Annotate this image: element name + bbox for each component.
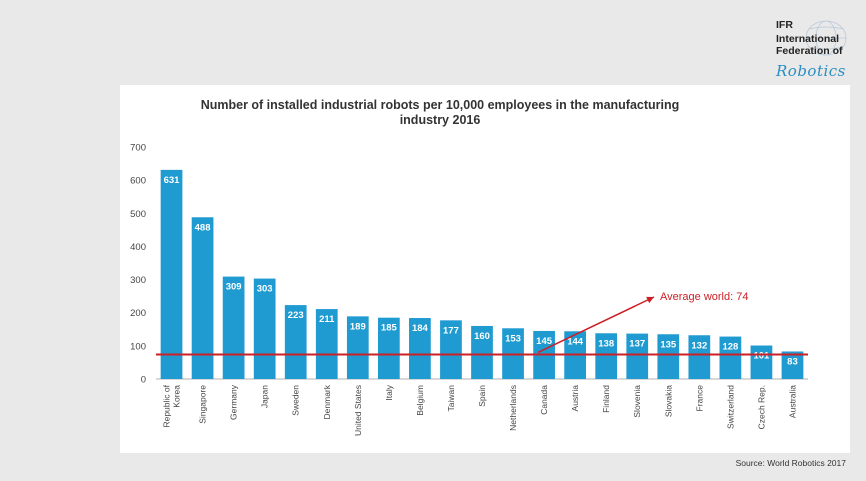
category-label: Sweden [291,385,301,416]
bar [626,333,649,379]
category-label: Czech Rep. [756,385,766,429]
category-label: Slovenia [632,385,642,418]
y-tick-label: 700 [130,143,146,154]
category-label: United States [353,385,363,436]
category-label: Germany [229,384,239,420]
category-label: Finland [601,385,611,413]
logo-ifr-text: IFR [776,19,793,31]
category-label: Netherlands [508,385,518,431]
bar [781,351,804,379]
bar-value-label: 631 [164,175,181,186]
y-tick-label: 300 [130,275,146,286]
bar-value-label: 185 [381,323,398,334]
y-tick-label: 500 [130,209,146,220]
annotation-arrow-line [537,296,655,354]
bar-value-label: 309 [226,282,242,293]
category-label: Canada [539,385,549,415]
category-label: Korea [172,385,182,408]
chart-title-line: industry 2016 [400,113,481,127]
robot-density-bar-chart: Number of installed industrial robots pe… [130,98,808,436]
y-tick-label: 400 [130,242,146,253]
category-label: Switzerland [725,385,735,429]
bar-value-label: 83 [787,356,798,367]
bar-value-label: 223 [288,310,304,321]
y-tick-label: 0 [141,375,146,386]
bar-value-label: 128 [722,342,738,353]
bar-value-label: 135 [660,339,677,350]
logo-international-text: International [776,33,840,45]
bar [315,309,338,379]
bar [160,169,183,379]
bar-value-label: 303 [257,284,273,295]
globe-icon [805,20,847,56]
category-label: Italy [384,384,394,400]
bar-value-label: 488 [195,222,211,233]
bar [409,318,431,379]
category-label: Denmark [322,384,332,419]
category-label: Spain [477,385,487,407]
category-label: Austria [570,385,580,412]
category-label: France [694,385,704,412]
y-tick-label: 200 [130,308,146,319]
category-label: Republic of [162,384,172,427]
bar-value-label: 211 [319,314,335,325]
logo-robotics-text: Robotics [776,62,846,80]
bar-value-label: 101 [753,351,770,362]
chart-panel: Number of installed industrial robots pe… [120,85,850,453]
logo-federation-text: Federation of [776,45,843,57]
category-label: Taiwan [446,385,456,412]
bar-value-label: 132 [691,340,707,351]
bar [440,320,462,379]
bar [284,305,307,379]
bar-value-label: 138 [598,338,614,349]
bar-value-label: 189 [350,321,366,332]
bar [346,316,369,379]
bar-value-label: 144 [567,336,584,347]
bar-value-label: 153 [505,333,521,344]
bar [471,325,493,379]
category-label: Belgium [415,385,425,416]
bar [191,217,214,379]
average-world-annotation: Average world: 74 [660,291,748,303]
y-tick-label: 600 [130,176,146,187]
bar-value-label: 145 [536,336,553,347]
bar [377,317,400,379]
bar [595,333,618,379]
source-note: Source: World Robotics 2017 [735,458,846,468]
bar-value-label: 160 [474,331,490,342]
bar-value-label: 137 [629,339,645,350]
category-label: Slovakia [663,385,673,417]
annotation-arrow-head [646,296,654,304]
bar [657,334,680,379]
bar-value-label: 177 [443,325,459,336]
bar [688,335,711,379]
bar [222,276,245,379]
bar-value-label: 184 [412,323,429,334]
category-label: Australia [787,385,797,418]
y-tick-label: 100 [130,341,146,352]
category-label: Japan [260,385,270,408]
category-label: Singapore [198,385,208,424]
bar [719,336,742,379]
ifr-logo: IFR International Federation of Robotics [776,16,862,80]
chart-title-line: Number of installed industrial robots pe… [201,98,680,112]
